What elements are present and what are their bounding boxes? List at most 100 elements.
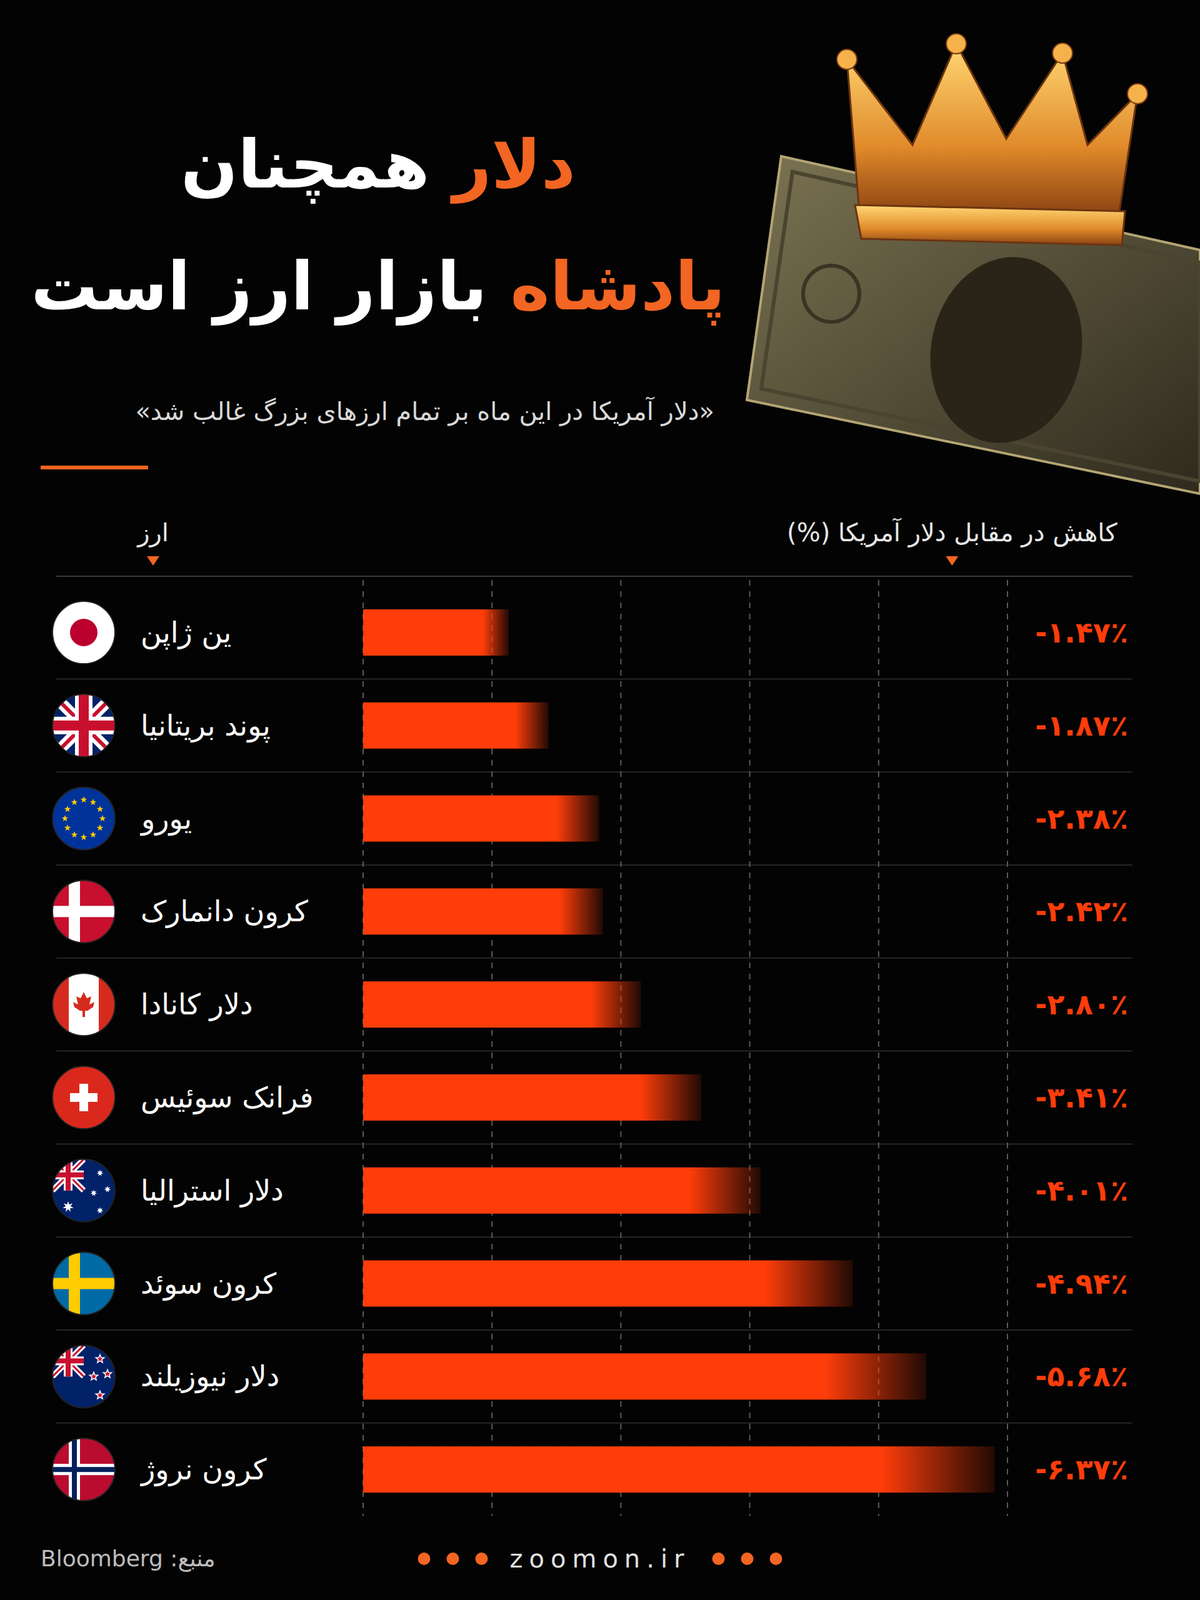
row-divider (56, 1050, 1133, 1052)
flag-part (52, 694, 115, 757)
bars (363, 609, 995, 1493)
row-divider (56, 678, 1133, 680)
title-highlight: پادشاه (510, 247, 726, 326)
flag-field (52, 1159, 115, 1222)
crown-ball (836, 49, 857, 70)
flag-part (95, 1390, 104, 1399)
flag-part (78, 694, 89, 757)
flag-body (52, 1345, 115, 1408)
footer-dot (417, 1552, 430, 1565)
title: پادشاه بازار ارز است (31, 247, 726, 326)
bar (363, 1260, 854, 1307)
flag-ring (52, 1159, 115, 1222)
crown-band (855, 205, 1125, 245)
flag-part (64, 805, 72, 812)
bill-seal (803, 265, 860, 322)
flag-part (52, 1278, 115, 1290)
flag-ring (52, 601, 115, 664)
chart-root: دلار همچنانپادشاه بازار ارز است«دلار آمر… (0, 0, 1200, 1600)
y-axis-title: ارز (136, 518, 169, 548)
flag (52, 787, 115, 850)
flag-part (61, 815, 69, 822)
flag-part (71, 798, 78, 805)
header-arrow (146, 556, 160, 566)
flag (52, 973, 115, 1036)
bar (363, 981, 641, 1028)
category-label: کرون نروژ (140, 1452, 267, 1487)
category-label: پوند بریتانیا (140, 708, 271, 744)
flag-part (70, 1093, 98, 1102)
data-label: -۲.۸۰٪ (1035, 987, 1129, 1022)
data-label: -۳.۴۱٪ (1035, 1080, 1129, 1115)
flag-part (80, 833, 87, 840)
title-highlight: دلار (450, 125, 576, 204)
flag-ring (52, 1066, 115, 1129)
flag-part (90, 1189, 98, 1197)
flag-part (52, 694, 115, 757)
flag-field (52, 601, 115, 664)
title-rest: بازار ارز است (31, 247, 511, 326)
bill-border (761, 171, 1200, 482)
flag-field (52, 1252, 115, 1315)
flag-body (52, 1252, 115, 1315)
flag-ring (52, 973, 115, 1036)
data-label: -۵.۶۸٪ (1035, 1359, 1129, 1394)
flag-body (52, 601, 115, 664)
flag-part (52, 1466, 115, 1472)
bar (363, 1446, 995, 1493)
flag-field (52, 694, 115, 757)
flag (52, 1252, 115, 1315)
flag-part (103, 1369, 112, 1378)
title-rest: همچنان (180, 125, 453, 204)
category-label: ین ژاپن (140, 615, 232, 650)
footer-dot (475, 1552, 488, 1565)
category-label: دلار استرالیا (140, 1173, 284, 1209)
data-label: -۴.۰۱٪ (1035, 1173, 1129, 1208)
flag-ring (52, 787, 115, 850)
crown-ball (1127, 83, 1148, 104)
flag-body (52, 1066, 115, 1129)
flag-part (96, 805, 104, 812)
flag-part (62, 1201, 74, 1212)
flag-part (95, 1354, 104, 1363)
flag-part (96, 824, 104, 831)
footer-dot (446, 1552, 459, 1565)
category-label: کرون دانمارک (140, 894, 309, 929)
row-divider (56, 1422, 1133, 1424)
category-label: دلار کانادا (140, 987, 254, 1022)
data-label: -۲.۴۲٪ (1035, 894, 1129, 929)
bar (363, 888, 604, 935)
flag-part (52, 694, 115, 757)
flag-field (52, 973, 115, 1036)
flag-body (52, 787, 115, 850)
bar (363, 702, 549, 749)
flag (52, 601, 115, 664)
flag-ring (52, 1438, 115, 1501)
flag-part (64, 824, 72, 831)
flag (52, 1066, 115, 1129)
category-label: دلار نیوزیلند (140, 1359, 280, 1394)
flag-body (52, 1438, 115, 1501)
footer-dot (741, 1552, 754, 1565)
crown (846, 43, 1138, 216)
flag-part (90, 831, 97, 838)
website: zoomon.ir (509, 1544, 690, 1574)
row-divider (56, 1329, 1133, 1331)
flag-field (52, 1438, 115, 1501)
flag (52, 1159, 115, 1222)
row-divider (56, 864, 1133, 866)
x-axis-title: کاهش در مقابل دلار آمریکا (%) (786, 517, 1118, 548)
bar (363, 1353, 927, 1400)
flag-part (104, 1185, 112, 1193)
flag-part (80, 796, 87, 803)
flag-field (52, 787, 115, 850)
category-label: فرانک سوئیس (140, 1080, 314, 1115)
data-label: -۶.۳۷٪ (1035, 1452, 1129, 1487)
flag-field (52, 880, 115, 943)
row-divider (56, 957, 1133, 959)
crown-ball (946, 33, 967, 54)
accent-line (40, 465, 149, 470)
bar (363, 1167, 761, 1214)
data-label: -۱.۸۷٪ (1035, 708, 1129, 743)
flag-body (52, 880, 115, 943)
